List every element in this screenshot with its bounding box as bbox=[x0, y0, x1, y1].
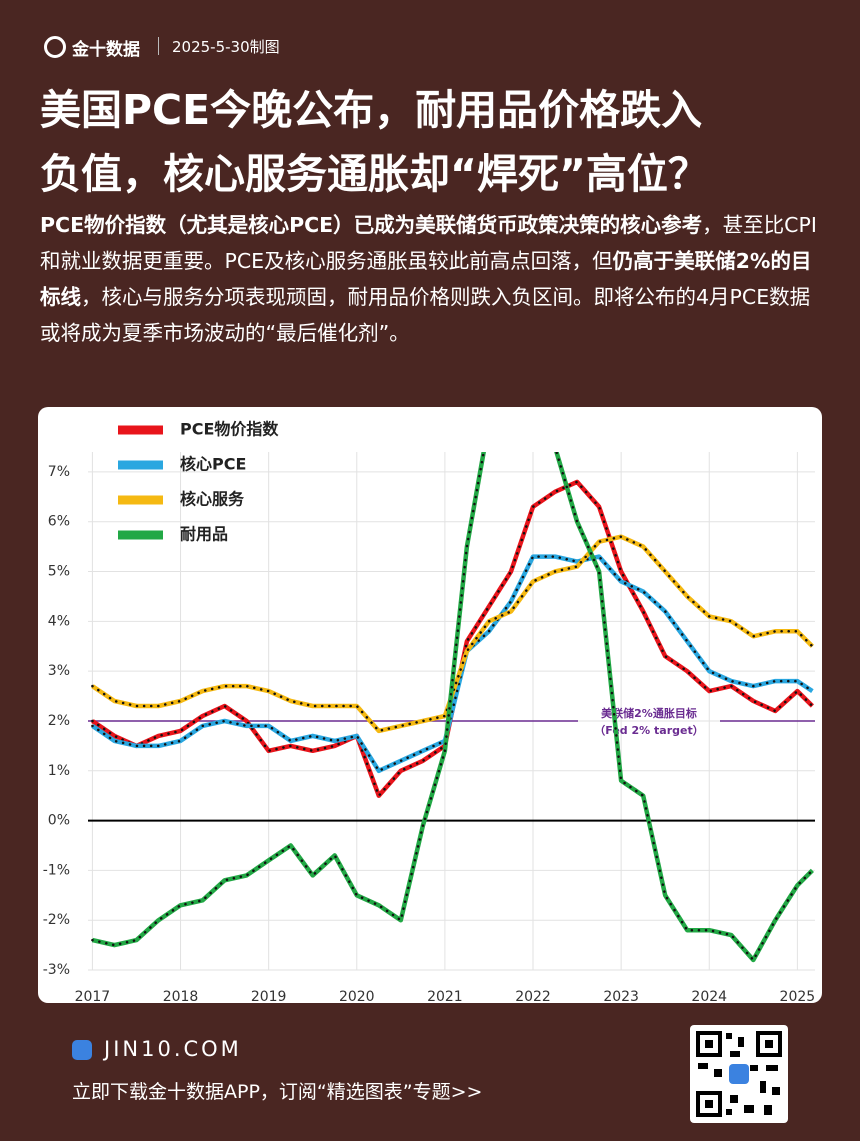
qr-code bbox=[690, 1025, 788, 1123]
series-dots bbox=[91, 535, 814, 733]
cta: 立即下载金十数据APP，订阅“精选图表”专题>> bbox=[72, 1081, 483, 1103]
y-tick-label: 4% bbox=[48, 613, 70, 629]
y-tick-label: -2% bbox=[43, 912, 70, 928]
target-label: 美联储2%通胀目标 bbox=[601, 706, 697, 720]
x-tick-label: 2020 bbox=[339, 989, 375, 1003]
brand: 金十数据 bbox=[72, 40, 140, 60]
date: 2025-5-30制图 bbox=[172, 38, 280, 56]
site: JIN10.COM bbox=[104, 1037, 242, 1061]
y-tick-label: 2% bbox=[48, 713, 70, 729]
legend-label: 耐用品 bbox=[180, 525, 228, 544]
x-tick-label: 2023 bbox=[603, 989, 639, 1003]
description: PCE物价指数（尤其是核心PCE）已成为美联储货币政策决策的核心参考，甚至比CP… bbox=[40, 207, 830, 351]
legend-label: PCE物价指数 bbox=[180, 420, 279, 439]
series-dots bbox=[91, 452, 814, 962]
y-tick-label: 1% bbox=[48, 763, 70, 779]
legend-label: 核心PCE bbox=[180, 455, 246, 474]
x-tick-label: 2021 bbox=[427, 989, 463, 1003]
y-tick-label: 5% bbox=[48, 564, 70, 580]
y-tick-label: -1% bbox=[43, 862, 70, 878]
qr-pattern bbox=[696, 1031, 782, 1117]
legend-label: 核心服务 bbox=[180, 490, 245, 509]
plot-area bbox=[91, 452, 814, 963]
y-tick-label: 6% bbox=[48, 514, 70, 530]
y-tick-label: 3% bbox=[48, 663, 70, 679]
y-tick-label: 0% bbox=[48, 813, 70, 829]
series-line bbox=[91, 554, 814, 774]
chart: -3% -2% -1% 0% 1% 2% 3% 4% 5% 6% 7% 2017 2018 2019 202… bbox=[43, 420, 816, 1006]
y-tick-label: -3% bbox=[43, 962, 70, 978]
title: 美国PCE今晚公布，耐用品价格跌入 负值，核心服务通胀却“焊死”高位？ bbox=[40, 78, 709, 206]
title-line: 美国PCE今晚公布，耐用品价格跌入 bbox=[40, 86, 703, 134]
logo bbox=[44, 36, 66, 58]
x-tick-label: 2025 bbox=[780, 989, 816, 1003]
x-tick-label: 2018 bbox=[163, 989, 199, 1003]
x-tick-label: 2017 bbox=[75, 989, 111, 1003]
divider bbox=[158, 37, 159, 55]
target-label: （Fed 2% target） bbox=[594, 724, 703, 737]
chart-panel: -3% -2% -1% 0% 1% 2% 3% 4% 5% 6% 7% 2017 2018 2019 202… bbox=[38, 407, 822, 1006]
x-tick-label: 2019 bbox=[251, 989, 287, 1003]
x-tick-label: 2024 bbox=[691, 989, 727, 1003]
desc-text: ，核心与服务分项表现顽固，耐用品价格则跌入负区间。即将公布的4月PCE数据或将成… bbox=[40, 285, 811, 345]
desc-bold: PCE物价指数（尤其是核心PCE）已成为美联储货币政策决策的核心参考 bbox=[40, 213, 703, 237]
title-line: 负值，核心服务通胀却“焊死”高位？ bbox=[40, 150, 709, 198]
y-tick-label: 7% bbox=[48, 464, 70, 480]
desc-bold: 仍高于美联储2%的目标线 bbox=[40, 249, 812, 309]
x-tick-label: 2022 bbox=[515, 989, 551, 1003]
site-icon bbox=[72, 1040, 92, 1060]
desc-text: ，甚至比CPI和就业数据更重要。PCE及核心服务通胀虽较此前高点回落，但 bbox=[40, 213, 817, 273]
